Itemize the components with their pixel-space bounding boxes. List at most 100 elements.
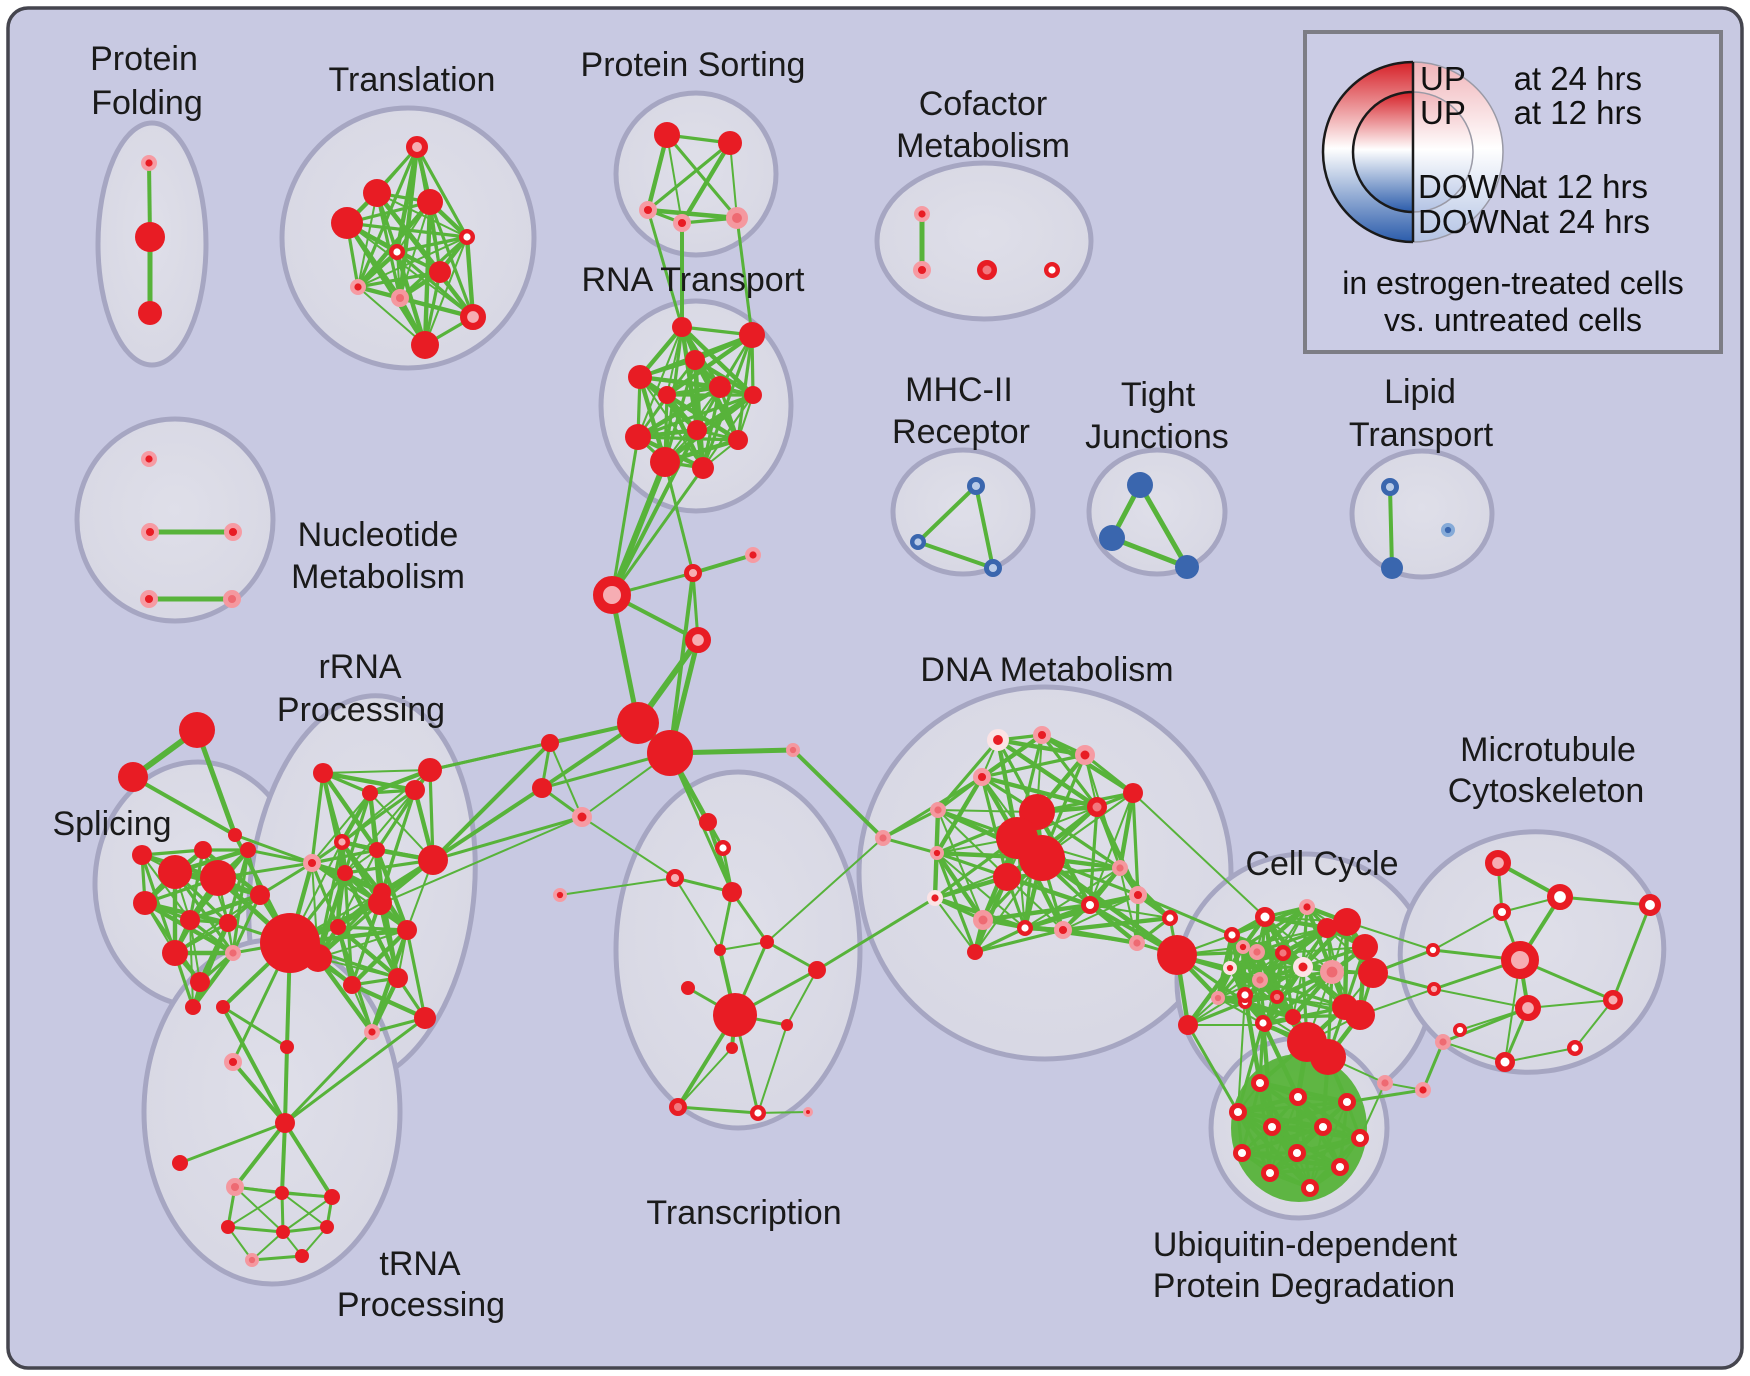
node: [118, 762, 148, 792]
node: [1223, 960, 1238, 975]
node: [337, 865, 353, 881]
edge: [1282, 946, 1366, 954]
node: [665, 868, 684, 887]
cluster-transcription: [613, 769, 863, 1131]
edge: [190, 922, 231, 1008]
edge: [283, 1046, 289, 1124]
edge: [283, 1121, 334, 1199]
node: [983, 558, 1002, 577]
edge: [1504, 1047, 1576, 1063]
node: [1313, 1117, 1332, 1136]
node: [1566, 1039, 1583, 1056]
node: [1099, 525, 1125, 551]
node: [313, 763, 333, 783]
edge: [1006, 874, 1091, 908]
edge: [191, 951, 235, 1009]
edge: [251, 1254, 303, 1262]
edge: [917, 540, 994, 570]
edge: [1111, 535, 1188, 570]
network-layers: Protein Folding Translation Protein Sorting…: [52, 40, 1667, 1324]
edge: [222, 1005, 288, 1049]
node: [224, 945, 241, 962]
node: [295, 1249, 309, 1263]
node: [912, 261, 931, 280]
edge: [1062, 915, 1171, 933]
edge: [974, 485, 995, 569]
edge: [1187, 1000, 1246, 1027]
node: [927, 890, 944, 907]
node: [1274, 945, 1291, 962]
node: [1288, 1087, 1307, 1106]
node: [1317, 918, 1337, 938]
edge: [935, 852, 977, 953]
node: [593, 576, 631, 614]
legend-circle-inner-right: [1413, 92, 1473, 212]
node: [1434, 1033, 1451, 1050]
node: [1352, 934, 1378, 960]
cluster-label-ubiquitin-degradation: Ubiquitin-dependent: [1153, 1226, 1458, 1264]
connector-edge: [432, 815, 583, 862]
edge: [1611, 904, 1652, 1001]
edge: [140, 854, 177, 954]
cluster-label-protein-sorting: Protein Sorting: [581, 46, 806, 84]
edge: [559, 877, 676, 896]
node: [1376, 1074, 1393, 1091]
node: [140, 451, 157, 468]
legend-outline-outer-left: [1321, 60, 1414, 244]
connector-edge: [581, 816, 676, 879]
edge: [674, 877, 721, 951]
node: [726, 1042, 738, 1054]
edge: [974, 926, 1026, 954]
cluster-label-cell-cycle: Cell Cycle: [1245, 845, 1398, 883]
edge: [424, 236, 468, 346]
edge: [357, 192, 378, 288]
cluster-protein-sorting: [613, 90, 779, 258]
node: [224, 522, 243, 541]
legend-outline-inner-left: [1351, 90, 1414, 214]
edge: [1242, 946, 1294, 1018]
edge: [1137, 483, 1190, 569]
cluster-label-nucleotide-metabolism: Metabolism: [291, 558, 465, 596]
node: [194, 841, 212, 859]
edge: [189, 892, 261, 923]
connector-edge: [1432, 911, 1503, 951]
cluster-label-rrna-processing: Processing: [277, 691, 445, 729]
edge: [980, 776, 1009, 878]
connector-edge: [609, 594, 641, 724]
node: [972, 767, 991, 786]
legend-dir-down12: DOWN: [1418, 168, 1522, 205]
connector-edge: [259, 861, 313, 897]
edge: [346, 222, 474, 318]
edge: [280, 1122, 287, 1194]
edge: [981, 753, 1086, 779]
edge: [1269, 1136, 1361, 1175]
edge: [188, 849, 205, 921]
node: [1128, 935, 1145, 952]
node: [223, 589, 242, 608]
cluster-label-cofactor-metabolism: Cofactor: [919, 85, 1048, 123]
connector-edge: [663, 461, 695, 574]
node: [1639, 894, 1662, 917]
legend-note-line2: vs. untreated cells: [1384, 302, 1642, 338]
node: [405, 780, 425, 800]
edge: [141, 854, 191, 921]
node: [987, 729, 1010, 752]
node: [1236, 987, 1253, 1004]
edge: [357, 236, 468, 288]
node: [654, 122, 680, 148]
connector-edge: [1040, 855, 1179, 958]
node: [709, 376, 731, 398]
edge: [934, 897, 976, 953]
connector-edge: [766, 837, 884, 943]
node: [418, 845, 448, 875]
node: [138, 301, 162, 325]
node: [1032, 725, 1051, 744]
edge: [1217, 995, 1294, 1020]
node: [1017, 920, 1034, 937]
edge: [1241, 1124, 1324, 1156]
edge: [1559, 895, 1651, 907]
edge: [1237, 1109, 1324, 1130]
node: [133, 891, 157, 915]
node: [1232, 1143, 1251, 1162]
edge: [311, 848, 378, 865]
